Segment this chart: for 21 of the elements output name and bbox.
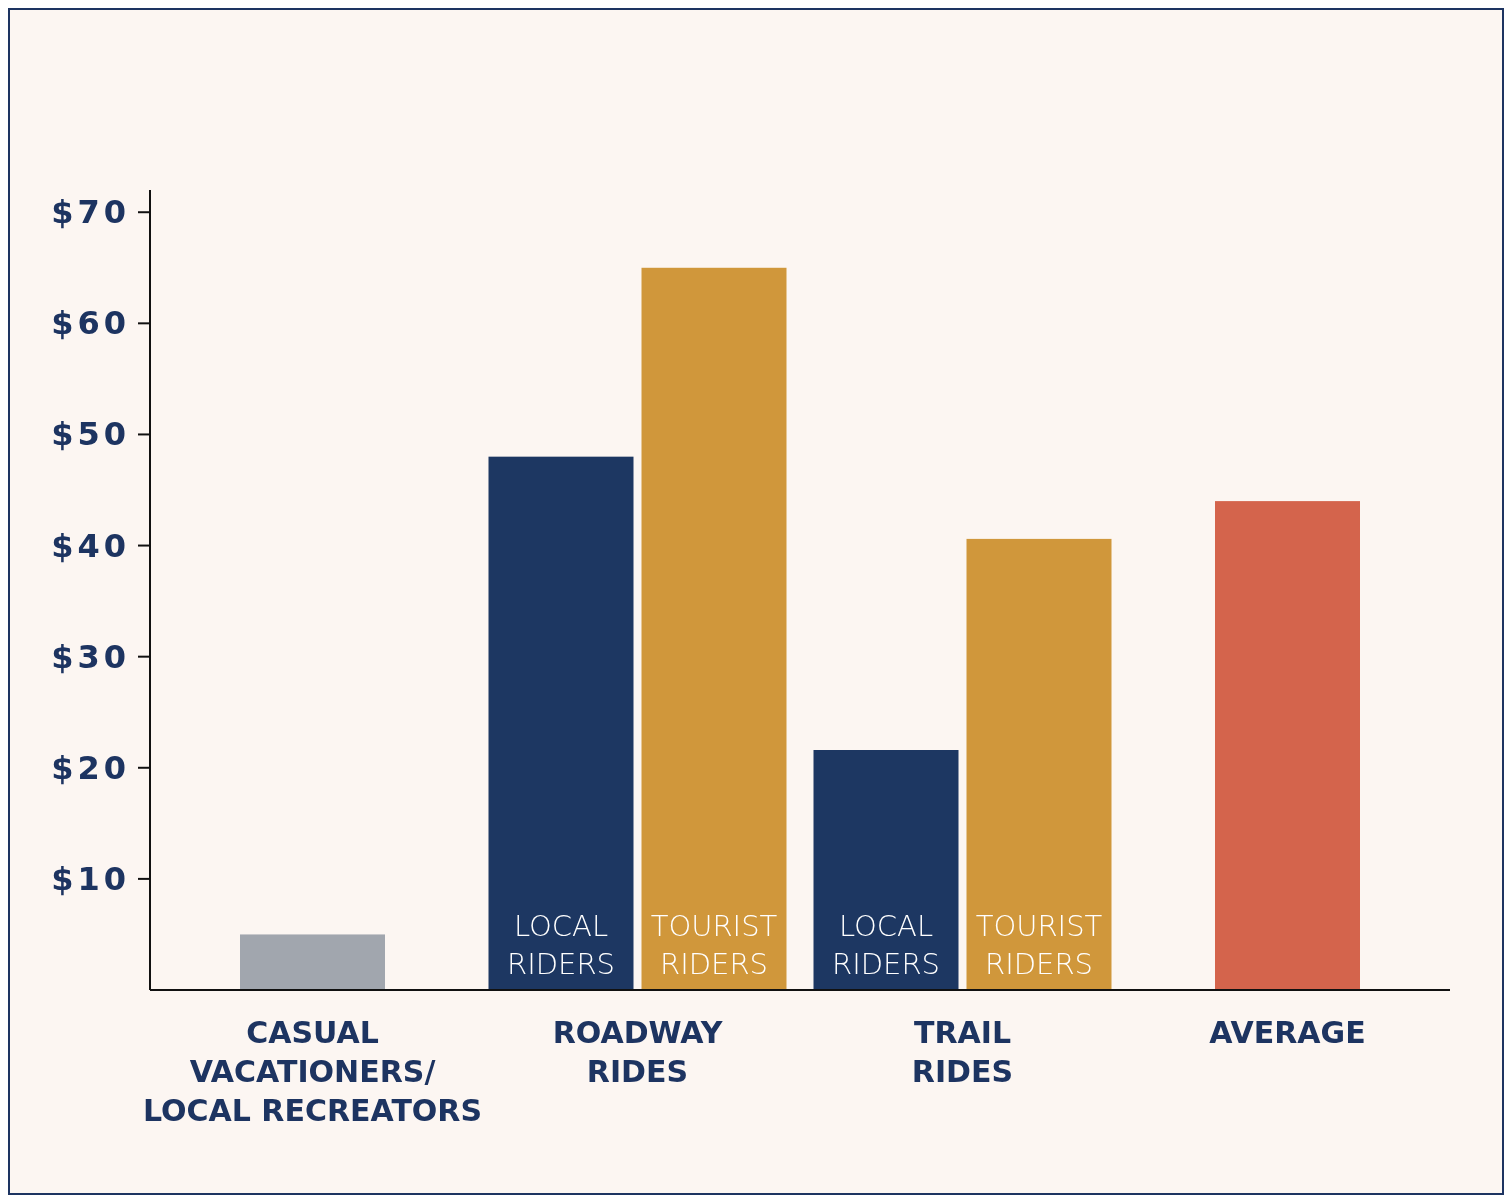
- y-tick-label: $60: [51, 304, 130, 343]
- bar: [1215, 501, 1360, 990]
- x-tick-label: TRAIL RIDES: [911, 1015, 1014, 1089]
- y-tick-label: $50: [51, 415, 130, 454]
- y-tick-label: $20: [51, 748, 130, 787]
- series-label: TOURIST RIDERS: [650, 909, 778, 981]
- bar: [488, 456, 634, 990]
- bar: [813, 750, 959, 990]
- text: TOURIST RIDERS: [975, 909, 1103, 981]
- y-tick-label: $70: [51, 193, 130, 232]
- text: LOCAL RIDERS: [832, 909, 940, 981]
- bar: [966, 538, 1112, 990]
- x-tick-label: AVERAGE: [1209, 1015, 1366, 1050]
- y-tick-label: $40: [51, 526, 130, 565]
- x-tick-label: CASUAL VACATIONERS/ LOCAL RECREATORS: [142, 1015, 483, 1128]
- x-tick-label: ROADWAY RIDES: [552, 1015, 724, 1089]
- bar: [240, 934, 385, 990]
- y-tick-label: $30: [51, 637, 130, 676]
- series-label: LOCAL RIDERS: [507, 909, 615, 981]
- bar: [641, 267, 787, 990]
- y-tick-label: $10: [51, 859, 130, 898]
